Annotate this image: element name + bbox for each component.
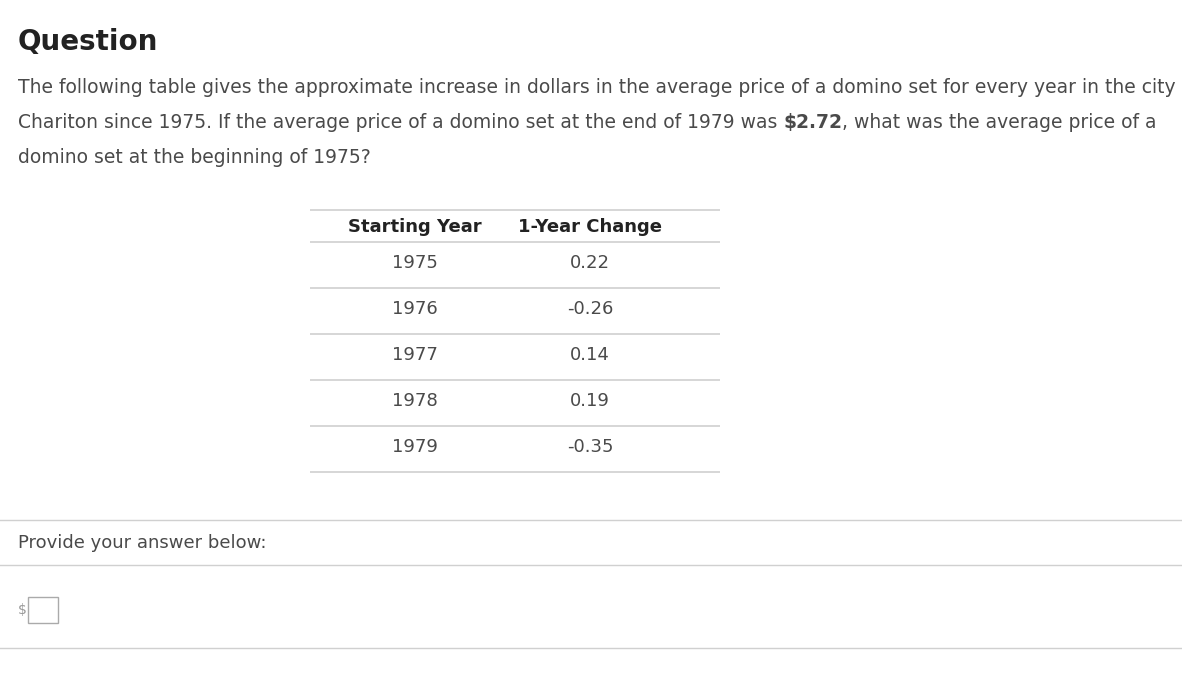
Text: domino set at the beginning of 1975?: domino set at the beginning of 1975? <box>18 148 371 167</box>
Text: 1-Year Change: 1-Year Change <box>518 218 662 236</box>
Text: Provide your answer below:: Provide your answer below: <box>18 534 266 552</box>
Text: Question: Question <box>18 28 158 56</box>
Text: Starting Year: Starting Year <box>349 218 482 236</box>
Text: $2.72: $2.72 <box>784 113 843 132</box>
Bar <box>28 597 58 623</box>
Text: 0.14: 0.14 <box>570 346 610 364</box>
Text: The following table gives the approximate increase in dollars in the average pri: The following table gives the approximat… <box>18 78 1182 97</box>
Text: 1978: 1978 <box>392 392 437 410</box>
Text: Chariton since 1975. If the average price of a domino set at the end of 1979 was: Chariton since 1975. If the average pric… <box>18 113 784 132</box>
Text: 1975: 1975 <box>392 254 439 272</box>
Text: -0.35: -0.35 <box>566 438 613 456</box>
Text: 1976: 1976 <box>392 300 437 318</box>
Text: $: $ <box>18 603 27 617</box>
Text: -0.26: -0.26 <box>567 300 613 318</box>
Text: 0.19: 0.19 <box>570 392 610 410</box>
Text: 0.22: 0.22 <box>570 254 610 272</box>
Text: , what was the average price of a: , what was the average price of a <box>843 113 1157 132</box>
Text: 1979: 1979 <box>392 438 439 456</box>
Text: 1977: 1977 <box>392 346 439 364</box>
